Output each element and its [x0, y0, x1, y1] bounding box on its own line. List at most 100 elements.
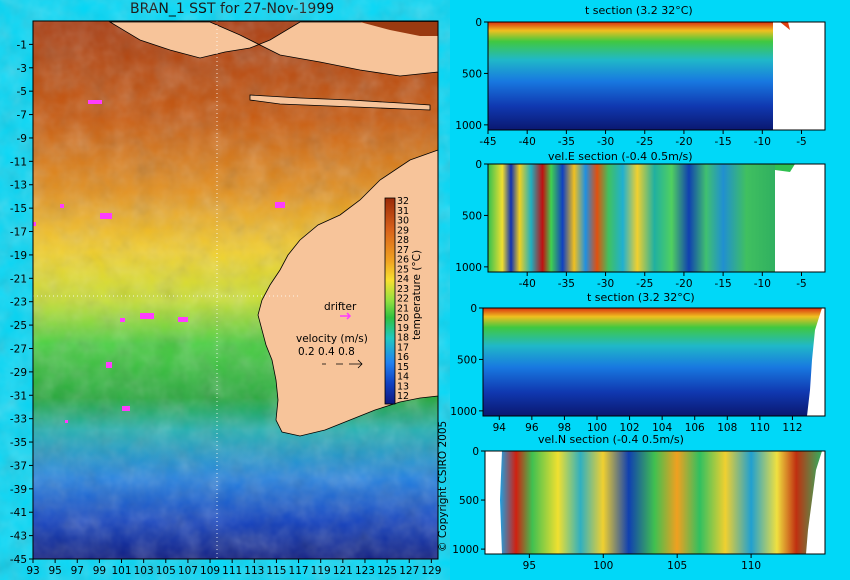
latitude-tick-label: -19: [10, 250, 27, 262]
panel2-velocity-east-section: [488, 164, 775, 272]
latitude-tick-label: -27: [10, 343, 27, 355]
latitude-tick-label: -15: [10, 203, 27, 215]
colorbar-tick-label: 14: [397, 372, 409, 383]
longitude-tick-label: 109: [200, 565, 220, 577]
panel1-ticks: -45 -40 -35 -30 -25 -20 -15 -10 -5 0 500 1000: [455, 17, 806, 148]
longitude-tick-label: 119: [311, 565, 331, 577]
colorbar-tick-label: 16: [397, 352, 409, 363]
copyright-notice: © Copyright CSIRO 2005: [437, 420, 449, 552]
velocity-legend-label: velocity (m/s): [296, 333, 368, 345]
panel4-frame: [484, 450, 826, 555]
panel-x-tick-label: 108: [717, 422, 737, 434]
panel-y-tick-label: 500: [457, 354, 477, 366]
panel-y-tick-label: 1000: [452, 544, 479, 556]
velocity-legend-scale: 0.2 0.4 0.8: [298, 346, 355, 358]
panel-y-tick-label: 1000: [455, 262, 482, 274]
panel1-temperature-section: [488, 22, 773, 130]
colorbar-tick-label: 30: [397, 216, 409, 227]
longitude-tick-label: 117: [289, 565, 309, 577]
latitude-tick-label: -11: [10, 156, 27, 168]
drifter-tracks: [33, 100, 285, 423]
latitude-tick-label: -17: [10, 227, 27, 239]
panel-x-tick-label: 105: [667, 560, 687, 572]
panel3-title: t section (3.2 32°C): [587, 291, 695, 304]
panel-x-tick-label: -40: [519, 136, 536, 148]
latitude-tick-label: -31: [10, 390, 27, 402]
longitude-tick-label: 107: [178, 565, 198, 577]
longitude-tick-label: 127: [399, 565, 419, 577]
colorbar-ticks: 3231302928272625242322212019181716151413…: [397, 196, 409, 402]
panel-x-tick-label: 110: [741, 560, 761, 572]
panel-x-tick-label: 100: [593, 560, 613, 572]
latitude-tick-label: -25: [10, 320, 27, 332]
panel-y-tick-label: 0: [475, 17, 482, 29]
longitude-ticks: 93 95 97 99 101 103 105 107 109 111 113 115 117 119 12…: [26, 559, 441, 577]
panel-x-tick-label: -35: [558, 278, 575, 290]
sst-map: 3231302928272625242322212019181716151413…: [10, 20, 441, 577]
colorbar-tick-label: 25: [397, 264, 409, 275]
latitude-tick-label: -33: [10, 414, 27, 426]
panel-x-tick-label: -5: [796, 136, 806, 148]
panel-x-tick-label: 98: [558, 422, 571, 434]
panel-x-tick-label: 110: [750, 422, 770, 434]
panel-y-tick-label: 0: [470, 303, 477, 315]
panel-x-tick-label: 102: [620, 422, 640, 434]
longitude-tick-label: 103: [134, 565, 154, 577]
longitude-tick-label: 121: [333, 565, 353, 577]
colorbar-tick-label: 27: [397, 245, 409, 256]
latitude-tick-label: -29: [10, 367, 27, 379]
panel-y-tick-label: 0: [475, 159, 482, 171]
panel3-frame: [482, 307, 826, 417]
latitude-tick-label: -21: [10, 273, 27, 285]
panel-x-tick-label: -30: [597, 278, 614, 290]
drifter-legend-label: drifter: [324, 301, 357, 313]
panel-x-tick-label: -35: [558, 136, 575, 148]
panel3-ticks: 94 96 98 100 102 104 106 108 110 112 0 500 1000: [450, 303, 802, 434]
panel-x-tick-label: -15: [715, 278, 732, 290]
colorbar-tick-label: 22: [397, 294, 409, 305]
colorbar-tick-label: 23: [397, 284, 409, 295]
panel-x-tick-label: -20: [675, 278, 692, 290]
colorbar-tick-label: 24: [397, 274, 409, 285]
panel3-temperature-section: [483, 308, 822, 416]
panel-y-tick-label: 1000: [455, 120, 482, 132]
panel-x-tick-label: -40: [519, 278, 536, 290]
colorbar-tick-label: 18: [397, 333, 409, 344]
panel-x-tick-label: -5: [796, 278, 806, 290]
longitude-tick-label: 101: [112, 565, 132, 577]
latitude-tick-label: -3: [17, 63, 27, 75]
latitude-tick-label: -41: [10, 507, 27, 519]
panel2-title: vel.E section (-0.4 0.5m/s): [548, 150, 693, 163]
panel4-ticks: 95 100 105 110 0 500 1000: [452, 446, 761, 572]
latitude-ticks: -1 -3 -5 -7 -9 -11 -13 -15 -17 -19 -21 -23 -25 -27 -29…: [10, 39, 33, 566]
longitude-tick-label: 111: [222, 565, 242, 577]
colorbar: [384, 197, 396, 405]
panel-x-tick-label: -25: [636, 278, 653, 290]
latitude-tick-label: -37: [10, 460, 27, 472]
colorbar-tick-label: 20: [397, 313, 409, 324]
panel-x-tick-label: 95: [523, 560, 536, 572]
latitude-tick-label: -9: [17, 133, 27, 145]
longitude-tick-label: 123: [355, 565, 375, 577]
panel-x-tick-label: -45: [479, 136, 496, 148]
panel1-title: t section (3.2 32°C): [585, 4, 693, 17]
colorbar-tick-label: 15: [397, 362, 409, 373]
colorbar-tick-label: 13: [397, 381, 409, 392]
panel2-ticks: -40 -35 -30 -25 -20 -15 -10 -5 0 500 1000: [455, 159, 806, 290]
panel-y-tick-label: 500: [462, 210, 482, 222]
latitude-tick-label: -39: [10, 484, 27, 496]
colorbar-tick-label: 26: [397, 255, 409, 266]
panel-x-tick-label: -20: [675, 136, 692, 148]
velocity-legend-arrows: [322, 359, 363, 369]
latitude-tick-label: -13: [10, 180, 27, 192]
latitude-tick-label: -45: [10, 554, 27, 566]
panel-x-tick-label: -25: [636, 136, 653, 148]
panel4-velocity-north-section: [500, 451, 822, 554]
map-title: BRAN_1 SST for 27-Nov-1999: [130, 1, 335, 17]
longitude-tick-label: 95: [48, 565, 61, 577]
longitude-tick-label: 93: [26, 565, 39, 577]
panel-x-tick-label: -10: [754, 136, 771, 148]
section-panels: t section (3.2 32°C) -45 -40 -35 -30 -25 -20 -…: [450, 4, 826, 572]
colorbar-tick-label: 21: [397, 303, 409, 314]
latitude-tick-label: -35: [10, 437, 27, 449]
